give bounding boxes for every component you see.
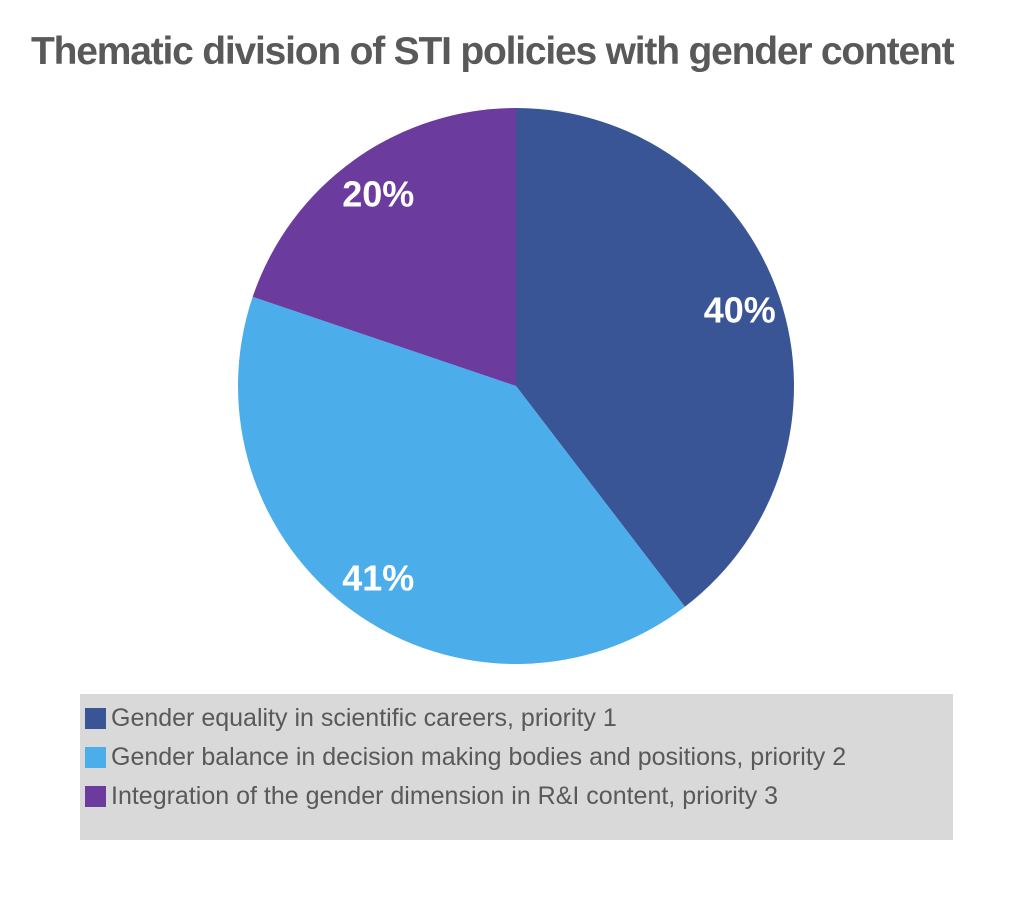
chart-title: Thematic division of STI policies with g… (31, 30, 955, 73)
pie-slice-label-1: 40% (704, 290, 776, 331)
pie-slice-label-2: 41% (342, 558, 414, 599)
legend-swatch-priority-2 (85, 747, 106, 768)
pie-slice-1 (516, 108, 794, 607)
legend-label-priority-3: Integration of the gender dimension in R… (111, 782, 779, 810)
legend-label-priority-1: Gender equality in scientific careers, p… (111, 704, 617, 732)
legend: Gender equality in scientific careers, p… (80, 694, 953, 840)
legend-item-priority-1: Gender equality in scientific careers, p… (85, 699, 953, 738)
pie-slice-2 (238, 296, 685, 664)
legend-item-priority-3: Integration of the gender dimension in R… (85, 777, 953, 816)
legend-swatch-priority-3 (85, 786, 106, 807)
pie-slice-label-3: 20% (342, 174, 414, 215)
legend-swatch-priority-1 (85, 708, 106, 729)
pie-slice-3 (252, 108, 516, 386)
legend-item-priority-2: Gender balance in decision making bodies… (85, 738, 953, 777)
legend-label-priority-2: Gender balance in decision making bodies… (111, 743, 847, 771)
